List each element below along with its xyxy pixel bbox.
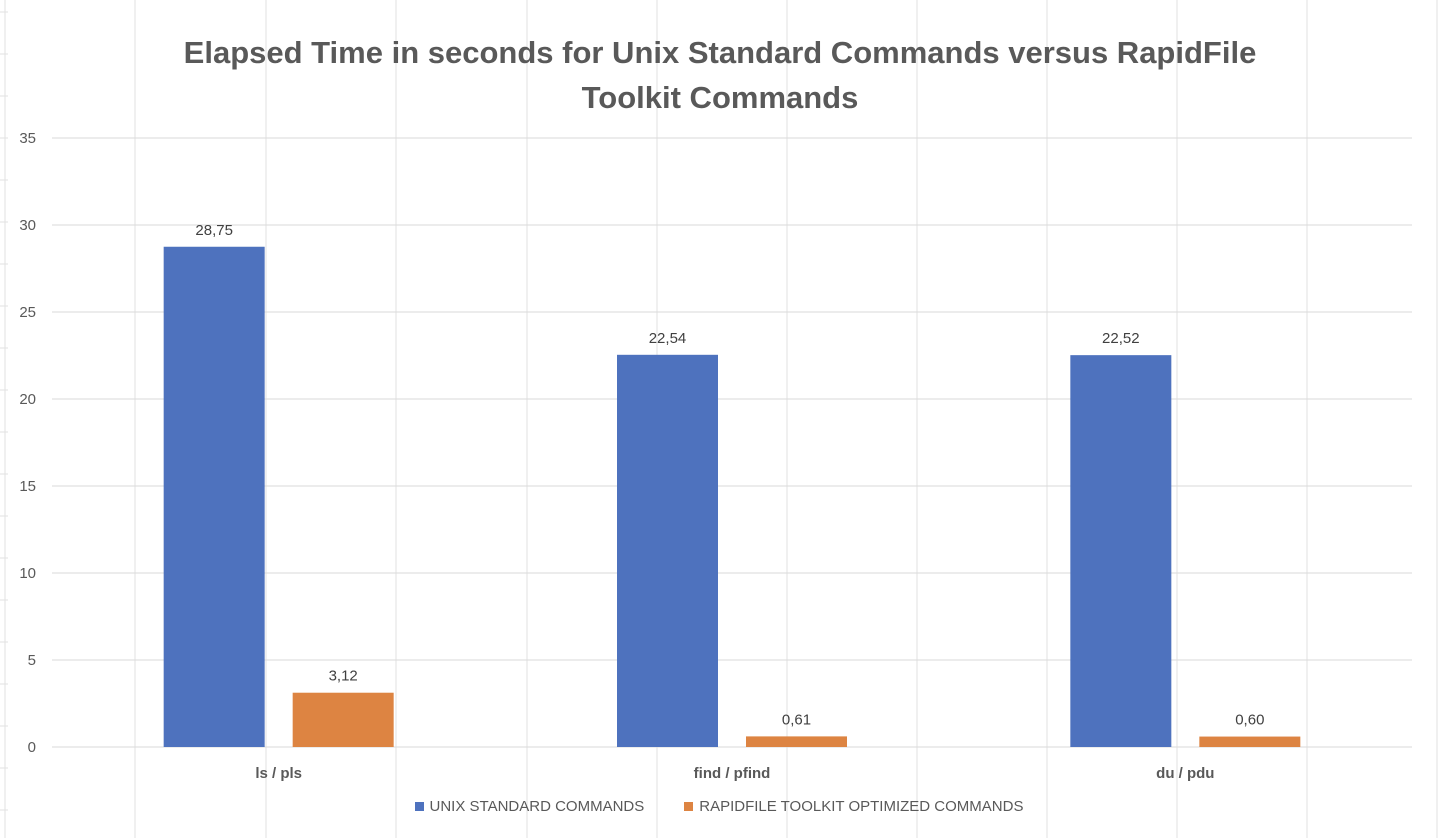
y-tick-label: 10	[19, 565, 36, 582]
legend-label-unix: UNIX STANDARD COMMANDS	[429, 798, 645, 815]
chart-title-line-2: Toolkit Commands	[581, 80, 859, 115]
legend-item-rapidfile: RAPIDFILE TOOLKIT OPTIMIZED COMMANDS	[684, 798, 1023, 815]
data-label: 0,60	[1235, 712, 1264, 729]
x-category-label: ls / pls	[255, 765, 302, 782]
chart-title-line-1: Elapsed Time in seconds for Unix Standar…	[183, 35, 1257, 70]
data-label: 22,52	[1102, 330, 1140, 347]
legend-label-rapidfile: RAPIDFILE TOOLKIT OPTIMIZED COMMANDS	[699, 798, 1024, 815]
y-tick-label: 5	[28, 652, 36, 669]
x-category-label: find / pfind	[694, 765, 771, 782]
y-tick-label: 35	[19, 130, 36, 147]
y-tick-label: 30	[19, 217, 36, 234]
bar-unix	[1070, 355, 1172, 747]
bar-unix	[163, 246, 265, 747]
bar-rapidfile	[746, 736, 847, 747]
legend-item-unix: UNIX STANDARD COMMANDS	[414, 798, 645, 815]
data-label: 0,61	[782, 711, 811, 728]
x-category-label: du / pdu	[1156, 765, 1214, 782]
y-tick-label: 15	[19, 478, 36, 495]
data-label: 28,75	[195, 222, 233, 239]
chart-title: Elapsed Time in seconds for Unix Standar…	[120, 30, 1320, 120]
legend-swatch-rapidfile	[684, 802, 694, 811]
bar-rapidfile	[1199, 736, 1301, 747]
bar-unix	[617, 354, 718, 747]
y-tick-label: 25	[19, 304, 36, 321]
bar-rapidfile	[292, 692, 394, 747]
legend: UNIX STANDARD COMMANDS RAPIDFILE TOOLKIT…	[0, 798, 1438, 815]
data-label: 3,12	[329, 668, 358, 685]
y-tick-label: 0	[28, 739, 36, 756]
legend-swatch-unix	[414, 802, 424, 811]
y-tick-label: 20	[19, 391, 36, 408]
data-label: 22,54	[649, 330, 687, 347]
